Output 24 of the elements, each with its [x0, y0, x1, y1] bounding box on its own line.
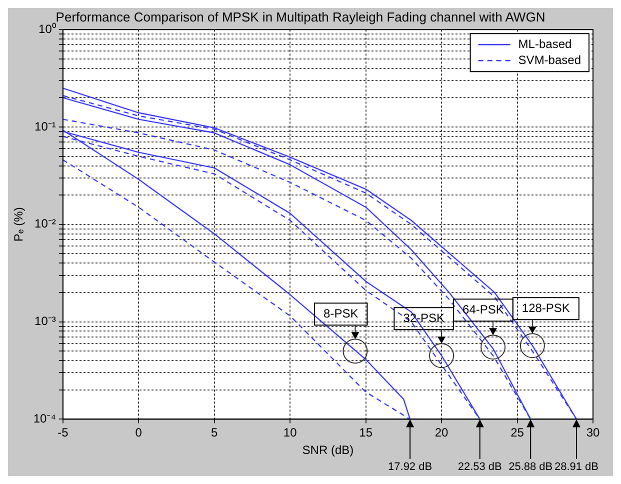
annotation: 17.92 dB: [388, 461, 432, 474]
y-tick-label: 10⁻²: [34, 216, 56, 231]
x-tick-label: 30: [586, 426, 600, 440]
legend-label: ML-based: [518, 36, 572, 51]
x-tick-label: 25: [510, 426, 524, 440]
x-tick-label: 10: [283, 426, 298, 440]
annotation: 22.53 dB: [458, 461, 502, 474]
y-tick-label: 10⁻¹: [34, 119, 56, 134]
x-tick-label: 15: [359, 426, 373, 440]
chart-title: Performance Comparison of MPSK in Multipath Rayleigh Fading channel with AWGN: [56, 9, 546, 24]
x-axis-title: SNR (dB): [302, 443, 354, 458]
y-tick-label: 10⁻⁴: [33, 412, 56, 426]
y-tick-label: 10⁰: [38, 22, 56, 36]
y-axis-title: Pₑ (%): [12, 207, 26, 242]
x-tick-label: 5: [211, 426, 218, 440]
annotation: 8-PSK: [324, 306, 358, 320]
x-tick-label: 20: [434, 426, 449, 440]
annotation: 128-PSK: [522, 300, 570, 315]
legend-label: SVM-based: [518, 52, 582, 67]
annotation: 25.88 dB: [508, 461, 553, 474]
x-tick-label: 0: [135, 426, 142, 440]
x-tick-label: -5: [58, 426, 69, 440]
y-tick-label: 10⁻³: [34, 314, 56, 328]
annotation: 28.91 dB: [554, 461, 599, 474]
